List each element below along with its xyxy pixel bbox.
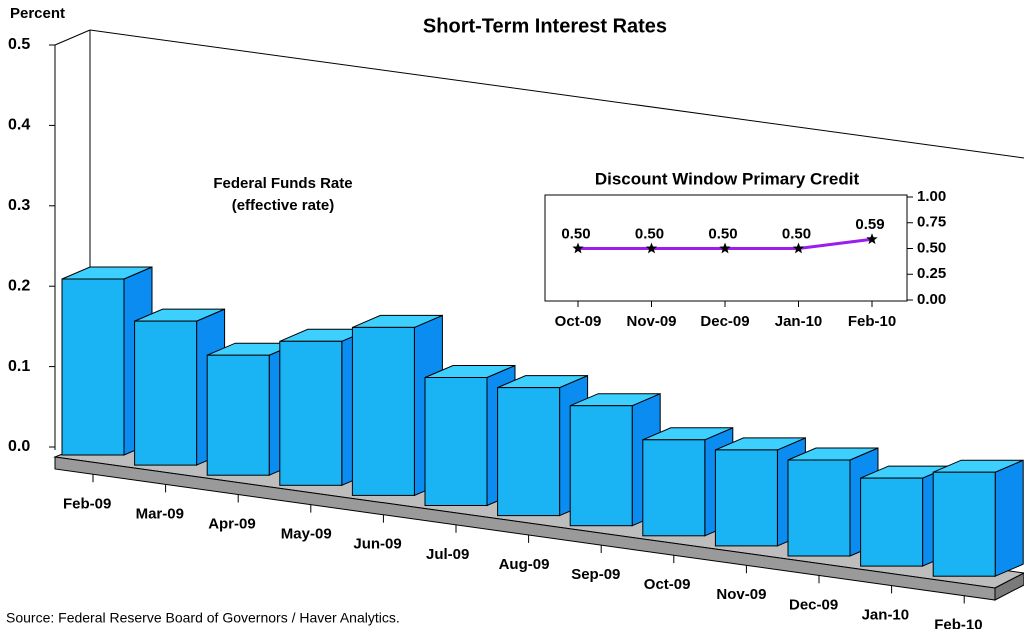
x-tick-label: Aug-09 bbox=[499, 556, 550, 573]
bar bbox=[134, 320, 198, 466]
x-tick-label: Jan-10 bbox=[775, 313, 823, 330]
annotation: (effective rate) bbox=[232, 197, 335, 214]
y-axis-label: Percent bbox=[10, 5, 65, 22]
x-tick-label: Sep-09 bbox=[571, 566, 620, 583]
bar-side bbox=[994, 459, 1024, 577]
y-tick-label: 0.25 bbox=[917, 265, 946, 282]
x-tick-label: Oct-09 bbox=[555, 313, 602, 330]
y-tick-label: 0.0 bbox=[8, 438, 30, 455]
floor-side bbox=[994, 572, 1024, 601]
x-tick-label: Feb-09 bbox=[63, 495, 111, 512]
source: Source: Federal Reserve Board of Governo… bbox=[6, 610, 400, 626]
bar bbox=[351, 326, 415, 496]
x-tick-label: Nov-09 bbox=[626, 313, 676, 330]
chart-title: Short-Term Interest Rates bbox=[423, 15, 667, 37]
x-tick-label: Nov-09 bbox=[716, 586, 766, 603]
annotation: Federal Funds Rate bbox=[213, 175, 352, 192]
value-label: 0.50 bbox=[708, 225, 737, 242]
bar bbox=[714, 449, 778, 547]
x-tick-label: May-09 bbox=[281, 526, 332, 543]
bar bbox=[497, 387, 561, 517]
x-tick-label: Dec-09 bbox=[789, 596, 838, 613]
marker bbox=[792, 242, 805, 254]
x-tick-label: Jul-09 bbox=[426, 546, 469, 563]
y-tick-label: 0.50 bbox=[917, 239, 946, 256]
value-label: 0.50 bbox=[782, 225, 811, 242]
bar bbox=[61, 278, 125, 456]
y-tick-label: 1.00 bbox=[917, 188, 946, 205]
bar bbox=[787, 459, 851, 557]
x-tick-label: Jan-10 bbox=[862, 606, 910, 623]
marker bbox=[572, 242, 584, 254]
y-tick-label: 0.00 bbox=[917, 291, 946, 308]
inset-title: Discount Window Primary Credit bbox=[595, 169, 860, 188]
marker bbox=[866, 233, 878, 245]
y-tick-label: 0.4 bbox=[8, 117, 30, 134]
bar bbox=[860, 477, 924, 567]
y-tick-label: 0.2 bbox=[8, 277, 30, 294]
y-tick-label: 0.75 bbox=[917, 214, 946, 231]
x-tick-label: Jun-09 bbox=[353, 536, 401, 553]
wall-edge bbox=[54, 29, 91, 46]
wall-edge bbox=[89, 29, 1024, 159]
value-label: 0.50 bbox=[635, 225, 664, 242]
x-tick-label: Dec-09 bbox=[700, 313, 749, 330]
marker bbox=[719, 242, 731, 254]
bar bbox=[206, 354, 270, 476]
bar bbox=[642, 439, 706, 537]
x-tick-label: Oct-09 bbox=[644, 576, 691, 593]
x-tick-label: Apr-09 bbox=[208, 515, 256, 532]
x-tick-label: Feb-10 bbox=[848, 313, 896, 330]
marker bbox=[645, 242, 658, 254]
y-tick-label: 0.5 bbox=[8, 36, 30, 53]
value-label: 0.50 bbox=[561, 225, 590, 242]
bar bbox=[424, 377, 488, 507]
bar bbox=[932, 471, 996, 577]
y-tick-label: 0.3 bbox=[8, 197, 30, 214]
x-tick-label: Feb-10 bbox=[934, 616, 982, 629]
value-label: 0.59 bbox=[855, 216, 884, 233]
y-tick-label: 0.1 bbox=[8, 358, 30, 375]
bar bbox=[279, 340, 343, 486]
bar bbox=[569, 405, 633, 527]
x-tick-label: Mar-09 bbox=[136, 505, 184, 522]
